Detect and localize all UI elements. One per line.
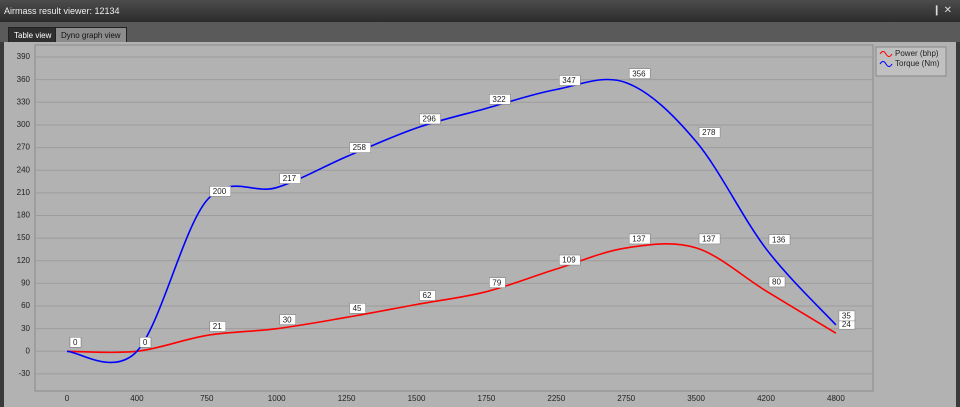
window-title: Airmass result viewer: 12134 [4,6,120,16]
data-label-box [489,94,511,105]
x-tick-label: 2750 [617,394,635,403]
x-tick-label: 750 [200,394,214,403]
data-label-box [139,337,152,348]
data-label: 0 [143,338,148,347]
y-tick-label: -30 [18,369,30,378]
tab[interactable]: Table view [8,27,58,42]
data-label-box [209,321,227,332]
x-tick-label: 0 [65,394,70,403]
series-line [66,243,837,354]
x-tick-label: 1750 [478,394,496,403]
y-tick-label: 180 [17,211,31,220]
y-tick-label: 330 [17,97,31,106]
data-label: 35 [842,311,851,320]
legend-icon [879,51,893,57]
y-tick-label: 30 [21,324,30,333]
data-label-box [559,75,581,86]
data-label-box [628,68,651,79]
data-label-box [838,310,856,322]
title-bar: Airmass result viewer: 12134 ❙ ✕ [0,0,960,22]
legend [875,46,947,77]
data-label: 217 [283,174,297,183]
window-icons[interactable]: ❙ ✕ [932,5,952,16]
data-label-box [419,290,436,301]
data-label-box [349,142,371,153]
data-label-box [419,113,441,125]
data-label: 30 [283,315,292,324]
data-label-box [768,276,786,288]
data-label: 109 [562,256,576,265]
y-tick-label: 240 [17,165,31,174]
data-label: 137 [702,235,716,244]
data-label: 137 [632,235,646,244]
legend-icon [879,61,893,67]
data-label: 278 [702,128,716,137]
chart: -300306090120150180210240270300330360390… [4,42,956,407]
data-label-box [349,303,366,314]
data-label-box [69,337,82,348]
y-tick-label: 300 [17,120,31,129]
x-tick-label: 1000 [268,394,286,403]
data-label: 347 [562,76,576,85]
data-label-box [698,127,721,138]
data-label-box [768,234,791,245]
data-label-box [489,277,506,288]
data-label: 45 [353,304,362,313]
data-label: 258 [353,143,367,152]
tab[interactable]: Dyno graph view [55,27,127,42]
data-label: 0 [73,338,78,347]
x-tick-label: 2250 [547,394,565,403]
data-label: 80 [772,278,781,287]
data-label: 356 [632,69,646,78]
series-line [66,78,837,364]
y-tick-label: 150 [17,233,31,242]
tab-bar: Table view Dyno graph view [0,22,960,42]
x-tick-label: 400 [130,394,144,403]
y-tick-label: 90 [21,278,30,287]
x-tick-label: 4800 [827,394,845,403]
data-label: 136 [772,235,786,244]
x-tick-label: 1250 [338,394,356,403]
data-label: 79 [492,278,501,287]
x-tick-label: 3500 [687,394,705,403]
x-tick-label: 1500 [408,394,426,403]
y-tick-label: 270 [17,143,31,152]
y-tick-label: 120 [17,256,31,265]
y-tick-label: 360 [17,75,31,84]
data-label: 322 [492,95,506,104]
data-label-box [698,233,721,245]
y-tick-label: 210 [17,188,31,197]
y-tick-label: 60 [21,301,30,310]
data-label-box [628,233,651,245]
y-tick-label: 0 [26,346,31,355]
legend-label: Power (bhp) [895,49,939,58]
data-label-box [209,186,232,197]
x-tick-label: 4200 [757,394,775,403]
legend-label: Torque (Nm) [895,59,940,68]
data-label: 21 [213,322,222,331]
data-label: 296 [423,115,437,124]
data-label-box [279,314,296,325]
data-label: 62 [423,291,432,300]
data-label: 24 [842,320,851,329]
data-label-box [279,173,301,184]
data-label: 200 [213,187,227,196]
plot-area [34,44,874,392]
data-label-box [559,254,581,266]
y-tick-label: 390 [17,52,31,61]
